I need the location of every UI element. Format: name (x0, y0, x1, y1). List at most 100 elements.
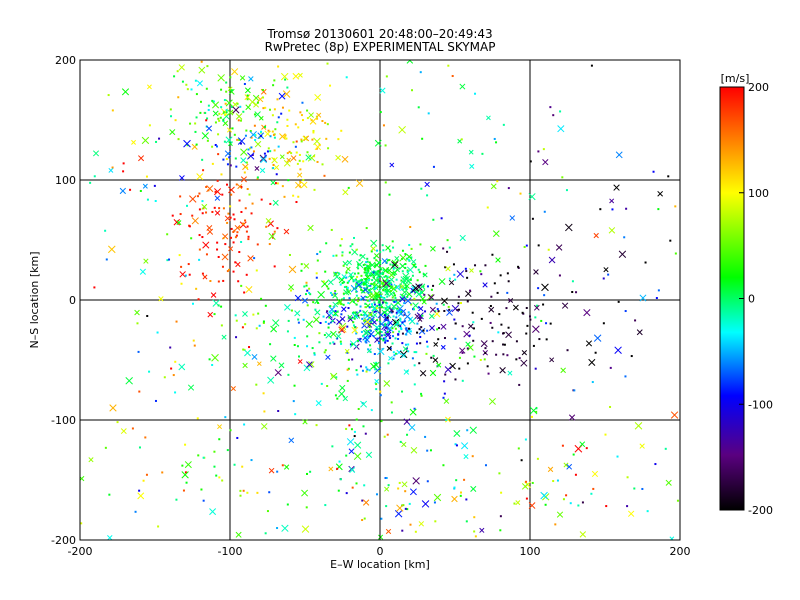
scatter-point (400, 310, 403, 313)
scatter-point (268, 157, 271, 160)
scatter-point (366, 286, 369, 289)
scatter-point (392, 267, 395, 270)
scatter-point (453, 318, 456, 321)
scatter-point (156, 331, 159, 334)
scatter-point (397, 333, 400, 336)
scatter-point (521, 311, 524, 314)
scatter-point (575, 291, 578, 294)
scatter-cross (351, 326, 359, 334)
scatter-point (386, 285, 389, 288)
scatter-point (446, 250, 449, 253)
scatter-point (399, 309, 402, 312)
scatter-point (316, 259, 319, 262)
scatter-point (391, 272, 394, 275)
scatter-point (379, 267, 382, 270)
scatter-point (383, 298, 386, 301)
scatter-point (200, 60, 203, 63)
scatter-cross (337, 299, 343, 306)
scatter-point (197, 454, 200, 457)
scatter-point (273, 136, 276, 139)
scatter-point (490, 295, 493, 298)
scatter-point (245, 230, 248, 233)
scatter-cross (235, 261, 241, 268)
scatter-point (318, 341, 321, 344)
scatter-cross (278, 362, 285, 369)
scatter-point (268, 108, 271, 111)
scatter-cross (542, 159, 549, 166)
scatter-point (229, 164, 232, 167)
scatter-cross (244, 349, 251, 357)
scatter-point (535, 410, 538, 413)
scatter-point (353, 236, 356, 239)
scatter-point (235, 319, 238, 322)
scatter-point (215, 145, 218, 148)
scatter-point (407, 350, 410, 353)
scatter-point (368, 277, 371, 280)
scatter-point (430, 288, 433, 291)
scatter-point (306, 109, 309, 112)
scatter-point (370, 305, 373, 308)
scatter-point (664, 447, 667, 450)
scatter-point (273, 108, 276, 111)
scatter-point (368, 289, 371, 292)
scatter-point (353, 317, 356, 320)
scatter-point (357, 280, 360, 283)
scatter-cross (225, 136, 233, 144)
scatter-point (399, 318, 402, 321)
scatter-cross (305, 320, 314, 328)
scatter-point (225, 157, 228, 160)
scatter-point (415, 351, 418, 354)
scatter-point (122, 170, 125, 173)
scatter-point (405, 347, 408, 350)
scatter-point (327, 287, 330, 290)
scatter-point (216, 241, 219, 244)
scatter-point (339, 283, 342, 286)
scatter-point (269, 150, 272, 153)
scatter-point (380, 306, 383, 309)
scatter-point (264, 155, 267, 158)
scatter-point (255, 383, 258, 386)
scatter-point (383, 435, 386, 438)
scatter-cross (495, 257, 501, 263)
scatter-cross (528, 193, 536, 201)
scatter-point (407, 343, 410, 346)
scatter-point (222, 158, 225, 161)
scatter-point (473, 530, 476, 533)
scatter-cross (139, 268, 146, 275)
scatter-point (296, 345, 299, 348)
scatter-cross (137, 492, 145, 500)
scatter-point (384, 322, 387, 325)
scatter-point (355, 248, 358, 251)
scatter-point (331, 374, 334, 377)
scatter-cross (187, 384, 195, 391)
scatter-point (356, 373, 359, 376)
scatter-point (384, 301, 387, 304)
scatter-point (571, 280, 574, 283)
scatter-point (361, 499, 364, 502)
scatter-point (378, 299, 381, 302)
scatter-point (294, 145, 297, 148)
scatter-point (261, 88, 264, 91)
scatter-point (387, 322, 390, 325)
scatter-point (287, 373, 290, 376)
scatter-cross (417, 317, 423, 322)
scatter-point (194, 130, 197, 133)
scatter-cross (399, 284, 404, 290)
scatter-point (309, 470, 312, 473)
scatter-point (290, 152, 293, 155)
scatter-point (245, 273, 248, 276)
scatter-point (202, 499, 205, 502)
scatter-point (306, 345, 309, 348)
scatter-point (328, 316, 331, 319)
scatter-point (390, 401, 393, 404)
scatter-point (351, 358, 354, 361)
scatter-point (355, 369, 358, 372)
scatter-point (334, 310, 337, 313)
scatter-point (624, 375, 627, 378)
scatter-point (238, 226, 241, 229)
scatter-point (447, 305, 450, 308)
scatter-point (184, 443, 187, 446)
scatter-point (175, 498, 178, 501)
scatter-point (350, 428, 353, 431)
scatter-cross (228, 88, 235, 95)
